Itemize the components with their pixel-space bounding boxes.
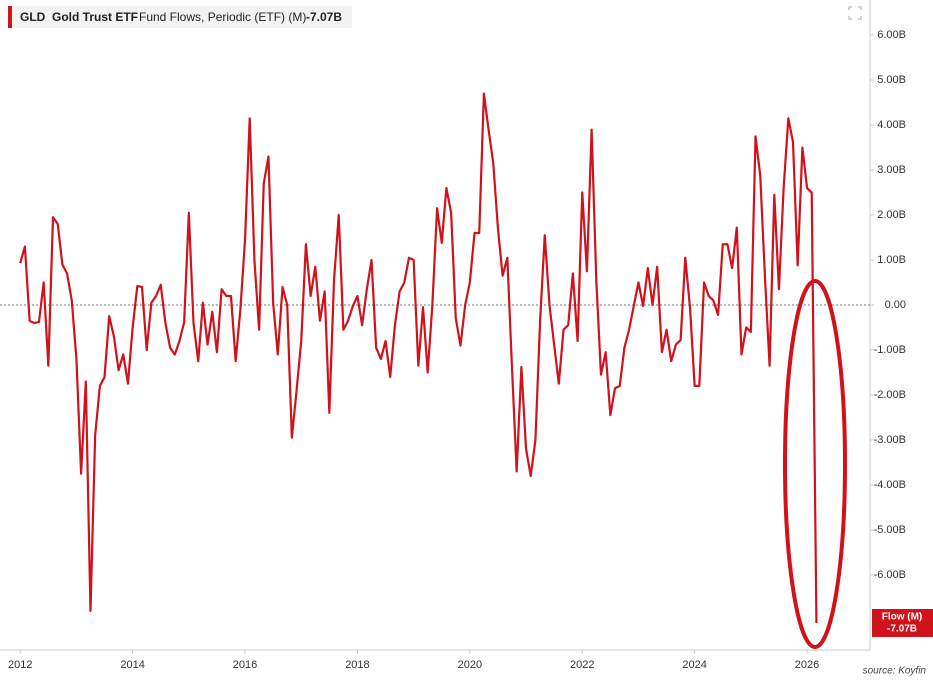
fund-name: Gold Trust ETF bbox=[52, 10, 138, 24]
y-tick-label: -1.00B bbox=[874, 344, 906, 356]
y-tick-label: 3.00B bbox=[877, 164, 906, 176]
y-tick-label: -3.00B bbox=[874, 434, 906, 446]
x-tick-label: 2024 bbox=[682, 659, 706, 671]
y-tick-label: 0.00 bbox=[885, 299, 906, 311]
x-tick-label: 2018 bbox=[345, 659, 369, 671]
source: source: Koyfin bbox=[863, 666, 927, 677]
expand-icon[interactable] bbox=[848, 6, 862, 20]
y-tick-label: 2.00B bbox=[877, 209, 906, 221]
x-tick-label: 2016 bbox=[233, 659, 257, 671]
y-tick-label: 6.00B bbox=[877, 29, 906, 41]
y-tick-label: -6.00B bbox=[874, 569, 906, 581]
y-tick-label: 1.00B bbox=[877, 254, 906, 266]
plot-area: 6.00B 5.00B 4.00B 3.00B 2.00B 1.00B 0.00 -1.00B… bbox=[0, 29, 906, 671]
header-box bbox=[8, 6, 352, 28]
y-tick-label: 5.00B bbox=[877, 74, 906, 86]
highlight-ellipse bbox=[783, 279, 847, 649]
x-tick-label: 2026 bbox=[795, 659, 819, 671]
header-accent bbox=[8, 6, 12, 28]
y-tick-label: -5.00B bbox=[874, 524, 906, 536]
header-value: -7.07B bbox=[306, 10, 342, 24]
ticker: GLD bbox=[20, 10, 46, 24]
flow-label-value: -7.07B bbox=[887, 624, 917, 635]
x-tick-label: 2022 bbox=[570, 659, 594, 671]
x-tick-label: 2012 bbox=[8, 659, 32, 671]
flow-label-name: Flow (M) bbox=[882, 612, 923, 623]
x-tick-label: 2020 bbox=[458, 659, 482, 671]
y-tick-label: 4.00B bbox=[877, 119, 906, 131]
flow-line bbox=[19, 92, 818, 624]
metric: Fund Flows, Periodic (ETF) (M) bbox=[139, 10, 306, 24]
x-tick-label: 2014 bbox=[120, 659, 144, 671]
y-tick-label: -2.00B bbox=[874, 389, 906, 401]
y-tick-label: -4.00B bbox=[874, 479, 906, 491]
flow-label-box bbox=[872, 609, 933, 637]
